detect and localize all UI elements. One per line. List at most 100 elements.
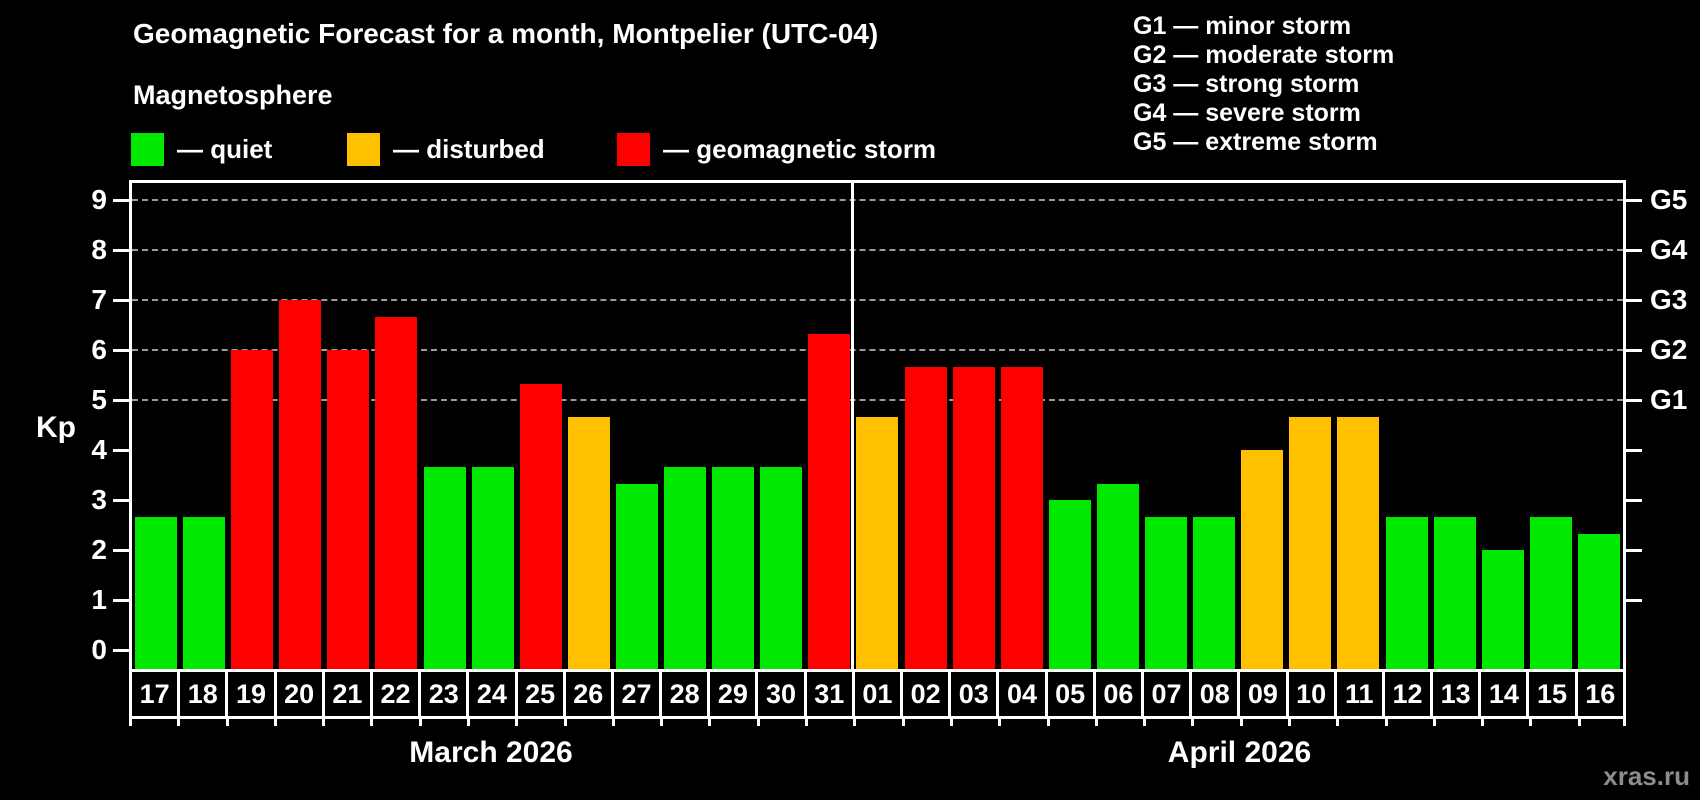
right-axis-label-g3: G3	[1650, 284, 1688, 315]
date-boundary-tick-17	[950, 719, 953, 726]
month-label-march: March 2026	[409, 736, 573, 769]
date-boundary-tick-12	[708, 719, 711, 726]
right-axis-label-g2: G2	[1650, 334, 1688, 365]
storm-scale-g3: G3 — strong storm	[1133, 70, 1360, 98]
right-axis-tick-4	[1626, 449, 1642, 452]
right-axis-tick-2	[1626, 549, 1642, 552]
legend-label-disturbed: — disturbed	[393, 134, 545, 164]
y-axis-label-0: 0	[91, 634, 107, 665]
kp-bar-day-01	[856, 416, 899, 669]
kp-bar-day-08	[1193, 516, 1236, 669]
storm-scale-legend: G1 — minor storm G2 — moderate storm G3 …	[1133, 12, 1394, 157]
date-cell-23: 23	[421, 672, 470, 716]
date-boundary-tick-1	[177, 719, 180, 726]
right-axis-tick-7	[1626, 299, 1642, 302]
y-axis-tick-7	[113, 299, 129, 302]
date-cell-14: 14	[1481, 672, 1530, 716]
kp-bar-day-15	[1529, 516, 1572, 669]
right-axis-label-g4: G4	[1650, 234, 1688, 265]
kp-bar-day-20	[279, 300, 322, 669]
date-boundary-tick-29	[1529, 719, 1532, 726]
kp-bar-day-17	[135, 516, 177, 669]
kp-bar-day-28	[664, 466, 707, 669]
date-cell-08: 08	[1192, 672, 1241, 716]
y-axis-label-9: 9	[91, 184, 107, 215]
date-boundary-tick-15	[853, 719, 856, 726]
kp-bar-day-19	[231, 350, 274, 669]
plot-area	[129, 180, 1626, 669]
kp-bar-day-27	[615, 483, 658, 669]
right-axis-label-g5: G5	[1650, 184, 1688, 215]
right-axis-tick-5	[1626, 399, 1642, 402]
date-boundary-tick-28	[1481, 719, 1484, 726]
y-axis-label-6: 6	[91, 334, 107, 365]
y-axis-tick-2	[113, 549, 129, 552]
date-boundary-tick-10	[612, 719, 615, 726]
kp-bar-day-30	[760, 466, 803, 669]
date-boundary-tick-16	[902, 719, 905, 726]
y-axis-tick-1	[113, 599, 129, 602]
date-boundary-tick-30	[1578, 719, 1581, 726]
right-axis-tick-3	[1626, 499, 1642, 502]
y-axis-label-5: 5	[91, 384, 107, 415]
right-axis-tick-8	[1626, 249, 1642, 252]
date-cell-27: 27	[614, 672, 663, 716]
date-boundary-tick-9	[564, 719, 567, 726]
kp-bar-day-06	[1096, 483, 1139, 669]
right-axis-label-g1: G1	[1650, 384, 1688, 415]
date-cell-12: 12	[1385, 672, 1434, 716]
month-divider-line	[851, 183, 855, 669]
date-boundary-tick-4	[322, 719, 325, 726]
date-cell-10: 10	[1289, 672, 1337, 716]
legend-item-disturbed	[347, 133, 380, 166]
gridline-kp8	[132, 249, 1623, 251]
kp-bar-day-25	[519, 383, 562, 669]
y-axis-tick-9	[113, 199, 129, 202]
month-label-april: April 2026	[1167, 736, 1312, 769]
date-boundary-tick-13	[757, 719, 760, 726]
gridline-kp6	[132, 349, 1623, 351]
date-boundary-tick-14	[805, 719, 808, 726]
date-cell-26: 26	[566, 672, 614, 716]
kp-bar-day-04	[1000, 366, 1043, 669]
date-boundary-tick-2	[226, 719, 229, 726]
legend-item-quiet	[131, 133, 164, 166]
date-cell-16: 16	[1585, 679, 1616, 709]
date-cell-24: 24	[469, 672, 518, 716]
date-boundary-tick-31	[1623, 719, 1626, 726]
date-cell-11: 11	[1337, 672, 1385, 716]
kp-bar-day-14	[1481, 550, 1524, 669]
date-cell-28: 28	[662, 672, 711, 716]
date-boundary-tick-18	[998, 719, 1001, 726]
date-boundary-tick-27	[1433, 719, 1436, 726]
date-cell-05: 05	[1048, 672, 1096, 716]
date-boundary-tick-0	[129, 719, 132, 726]
date-boundary-tick-25	[1336, 719, 1339, 726]
date-boundary-tick-24	[1288, 719, 1291, 726]
date-cell-09: 09	[1240, 672, 1289, 716]
disturbed-color-swatch	[347, 133, 380, 166]
kp-bar-day-29	[712, 466, 755, 669]
kp-bar-day-10	[1289, 416, 1332, 669]
y-axis-tick-3	[113, 499, 129, 502]
date-cell-01: 01	[855, 672, 903, 716]
y-axis-tick-8	[113, 249, 129, 252]
date-boundary-tick-5	[370, 719, 373, 726]
gridline-kp9	[132, 199, 1623, 201]
y-axis-tick-5	[113, 399, 129, 402]
date-cell-13: 13	[1433, 672, 1482, 716]
y-axis-label-1: 1	[91, 584, 107, 615]
date-boundary-tick-20	[1095, 719, 1098, 726]
date-cell-07: 07	[1144, 672, 1193, 716]
legend-item-storm	[617, 133, 650, 166]
right-axis-tick-9	[1626, 199, 1642, 202]
date-cell-02: 02	[903, 672, 952, 716]
kp-bar-day-09	[1241, 450, 1284, 669]
storm-scale-g4: G4 — severe storm	[1133, 99, 1361, 127]
right-axis-tick-1	[1626, 599, 1642, 602]
storm-color-swatch	[617, 133, 650, 166]
gridline-kp5	[132, 399, 1623, 401]
date-cell-25: 25	[518, 672, 566, 716]
date-boundary-tick-7	[467, 719, 470, 726]
